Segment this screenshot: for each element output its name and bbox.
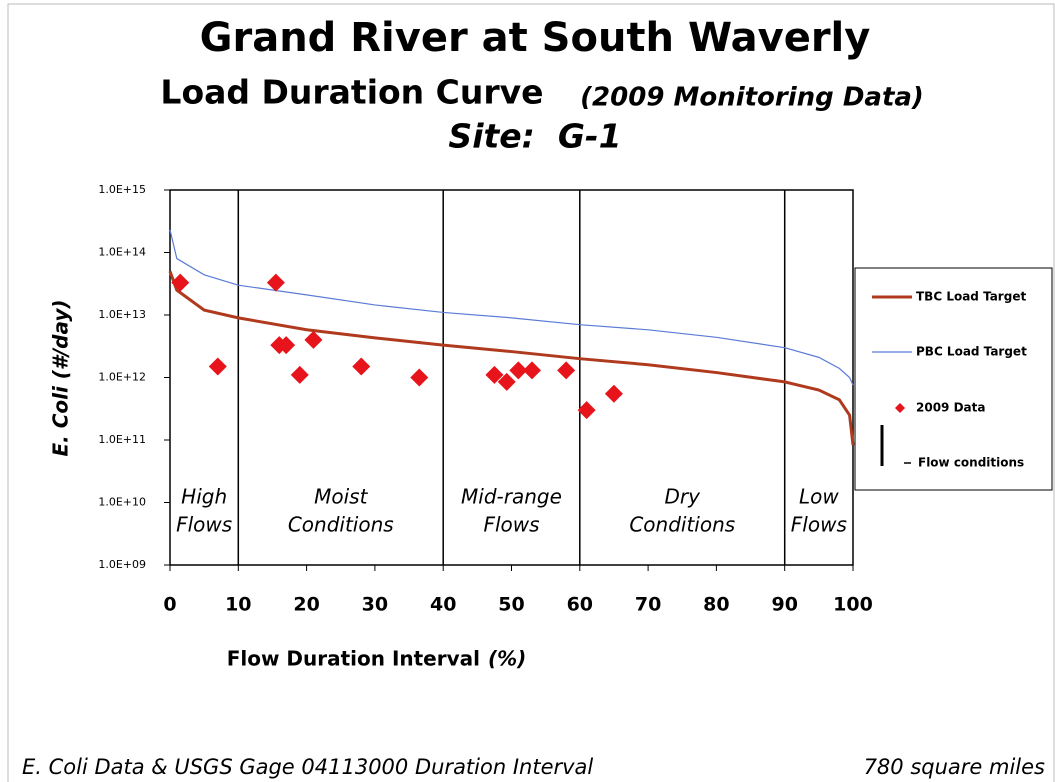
x-tick-label: 70 — [635, 594, 661, 616]
y-axis-label: E. Coli (#/day) — [49, 299, 73, 456]
data-point — [266, 273, 285, 292]
y-tick-label: 1.0E+12 — [98, 371, 146, 384]
data-point — [577, 401, 596, 420]
region-label: High — [181, 485, 227, 509]
data-point — [509, 361, 528, 380]
x-tick-label: 60 — [567, 594, 593, 616]
data-point — [171, 273, 190, 292]
data-point — [304, 330, 323, 349]
data-point — [290, 365, 309, 384]
footer-right: 780 square miles — [864, 755, 1045, 779]
legend-label: 2009 Data — [916, 401, 985, 415]
y-tick-label: 1.0E+14 — [98, 246, 146, 259]
x-tick-label: 80 — [703, 594, 729, 616]
legend-label: TBC Load Target — [916, 290, 1026, 304]
region-label: Low — [799, 485, 839, 509]
data-point — [277, 336, 296, 355]
series-line — [169, 229, 854, 386]
subtitle: Load Duration Curve — [160, 73, 543, 112]
region-label: Dry — [665, 485, 702, 509]
x-tick-label: 90 — [771, 594, 797, 616]
x-tick-label: 50 — [498, 594, 524, 616]
data-point — [522, 361, 541, 380]
data-point — [208, 357, 227, 376]
region-label: Conditions — [288, 513, 394, 537]
x-tick-label: 100 — [833, 594, 873, 616]
x-axis-unit: (%) — [488, 647, 526, 671]
data-point — [557, 361, 576, 380]
x-tick-label: 30 — [362, 594, 388, 616]
x-tick-label: 40 — [430, 594, 456, 616]
x-tick-label: 0 — [163, 594, 176, 616]
series-line — [168, 270, 855, 446]
y-tick-label: 1.0E+13 — [98, 308, 146, 321]
legend-label: PBC Load Target — [916, 345, 1027, 359]
data-point — [497, 372, 516, 391]
data-point — [410, 368, 429, 387]
data-point — [352, 357, 371, 376]
y-tick-label: 1.0E+15 — [98, 183, 146, 196]
region-label: Flows — [483, 513, 539, 537]
region-label: Mid-range — [461, 485, 562, 509]
data-point — [604, 384, 623, 403]
x-axis-label: Flow Duration Interval — [227, 647, 480, 671]
region-label: Flows — [791, 513, 847, 537]
site: Site: G-1 — [448, 117, 621, 156]
data-point — [485, 365, 504, 384]
y-tick-label: 1.0E+10 — [98, 496, 146, 509]
footer-left: E. Coli Data & USGS Gage 04113000 Durati… — [22, 755, 593, 779]
y-tick-label: 1.0E+11 — [98, 433, 146, 446]
x-tick-label: 10 — [225, 594, 251, 616]
frame — [7, 3, 1055, 782]
chart-title: Grand River at South Waverly — [200, 15, 871, 61]
region-label: Moist — [314, 485, 368, 509]
legend-box — [854, 267, 1053, 491]
legend-swatch — [895, 403, 905, 413]
subtitle-note: (2009 Monitoring Data) — [580, 83, 924, 113]
x-tick-label: 20 — [293, 594, 319, 616]
region-label: Flows — [176, 513, 232, 537]
region-label: Conditions — [629, 513, 735, 537]
y-tick-label: 1.0E+09 — [98, 558, 146, 571]
legend-label: Flow conditions — [918, 456, 1024, 470]
